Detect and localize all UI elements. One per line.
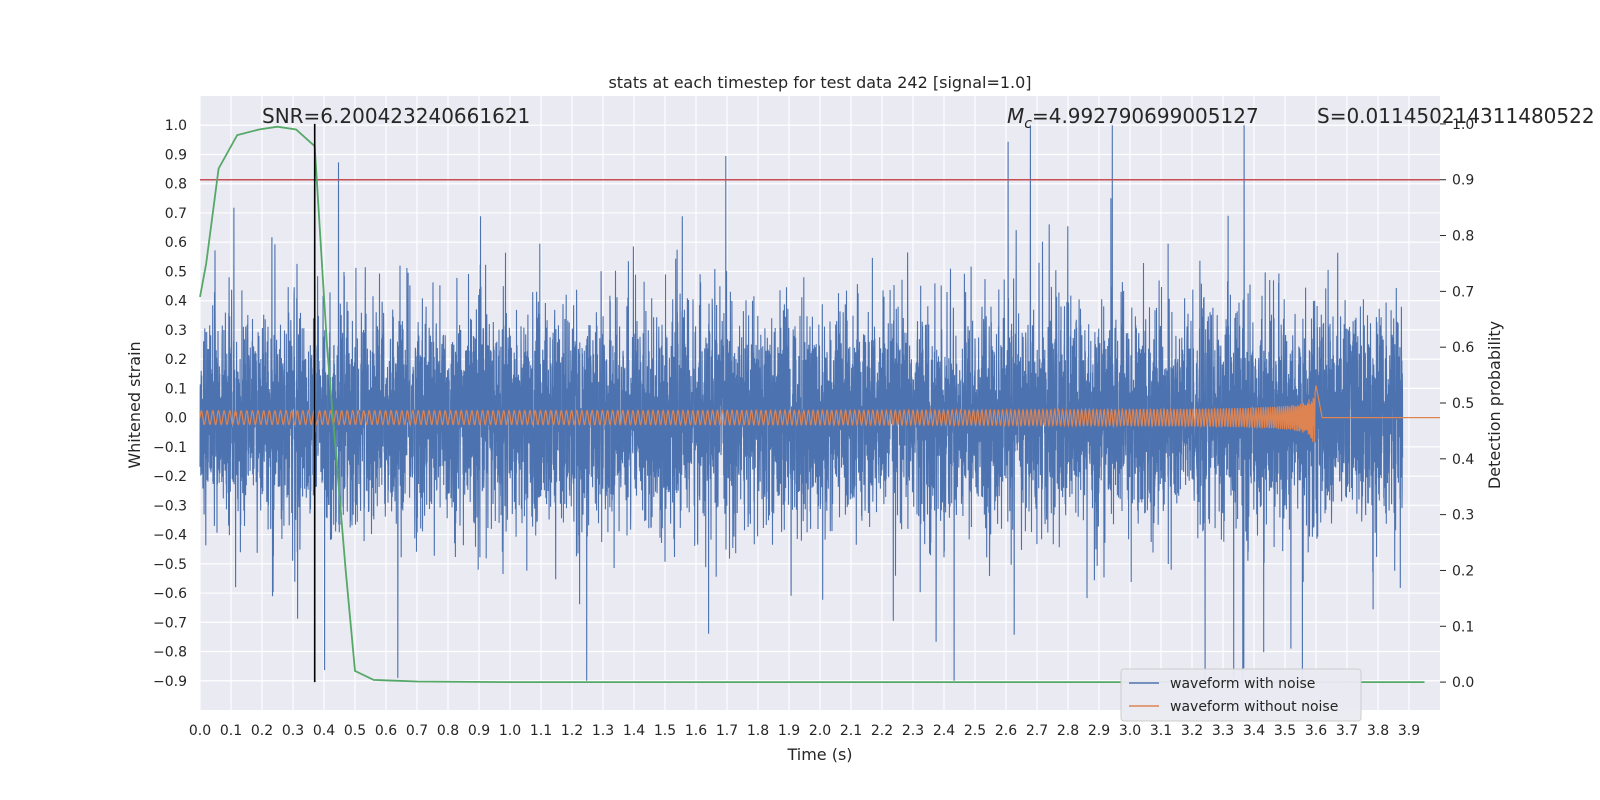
x-axis-label: Time (s) (786, 745, 852, 764)
x-tick-label: 3.8 (1367, 723, 1389, 739)
x-tick-label: 1.9 (778, 723, 800, 739)
y-tick-label: −0.5 (153, 557, 187, 573)
chirp-mass-symbol: M (1007, 104, 1024, 128)
y-tick-label: 0.3 (165, 323, 187, 339)
chart-title: stats at each timestep for test data 242… (608, 73, 1031, 92)
y2-tick-label: 0.4 (1452, 452, 1474, 468)
x-tick-label: 3.5 (1274, 723, 1296, 739)
y-tick-label: −0.4 (153, 528, 187, 544)
y2-tick-label: 0.3 (1452, 508, 1474, 524)
x-tick-label: 0.7 (406, 723, 428, 739)
x-tick-label: 2.0 (809, 723, 831, 739)
x-tick-label: 0.6 (375, 723, 397, 739)
x-tick-label: 2.6 (995, 723, 1017, 739)
x-tick-label: 0.3 (282, 723, 304, 739)
y-axis-label: Whitened strain (125, 341, 144, 468)
x-tick-label: 3.7 (1336, 723, 1358, 739)
y-tick-label: −0.7 (153, 615, 187, 631)
y-tick-label: −0.3 (153, 498, 187, 514)
x-tick-label: 3.1 (1150, 723, 1172, 739)
x-tick-label: 0.1 (220, 723, 242, 739)
legend-label-noise: waveform with noise (1170, 676, 1315, 692)
x-tick-label: 2.5 (964, 723, 986, 739)
x-tick-label: 3.2 (1181, 723, 1203, 739)
x-tick-label: 1.4 (623, 723, 645, 739)
x-tick-label: 3.3 (1212, 723, 1234, 739)
x-tick-label: 1.0 (499, 723, 521, 739)
series-waveform-without-noise (199, 385, 1440, 443)
s-annotation: S=0.011450214311480522 (1317, 104, 1595, 128)
y-tick-label: −0.6 (153, 586, 187, 602)
x-tick-label: 2.3 (902, 723, 924, 739)
x-tick-label: 0.5 (344, 723, 366, 739)
y-tick-label: 0.5 (165, 264, 187, 280)
x-tick-label: 3.9 (1398, 723, 1420, 739)
x-tick-label: 2.7 (1026, 723, 1048, 739)
y2-axis-label: Detection probability (1485, 321, 1504, 489)
chirp-mass-subscript: c (1024, 116, 1032, 132)
y-tick-label: 1.0 (165, 118, 187, 134)
y2-tick-label: 0.7 (1452, 284, 1474, 300)
x-tick-label: 2.8 (1057, 723, 1079, 739)
x-tick-label: 1.2 (561, 723, 583, 739)
x-tick-label: 1.5 (654, 723, 676, 739)
x-tick-label: 1.7 (716, 723, 738, 739)
series-waveform-with-noise (199, 125, 1404, 681)
y2-tick-label: 0.9 (1452, 173, 1474, 189)
y-tick-label: 0.4 (165, 294, 187, 310)
chirp-mass-annotation: Mc=4.992790699005127 (1007, 104, 1259, 132)
y-tick-label: 0.2 (165, 352, 187, 368)
x-tick-label: 0.0 (189, 723, 211, 739)
x-tick-label: 0.8 (437, 723, 459, 739)
x-tick-label: 2.2 (871, 723, 893, 739)
y-tick-label: 0.9 (165, 147, 187, 163)
y-tick-label: 0.7 (165, 206, 187, 222)
legend-box (1120, 668, 1362, 722)
y-tick-label: 0.1 (165, 381, 187, 397)
x-tick-label: 1.3 (592, 723, 614, 739)
x-tick-label: 1.8 (747, 723, 769, 739)
y2-tick-label: 0.1 (1452, 619, 1474, 635)
x-tick-label: 2.9 (1088, 723, 1110, 739)
y-tick-label: 0.6 (165, 235, 187, 251)
x-tick-label: 3.0 (1119, 723, 1141, 739)
series-detection-probability (199, 125, 1425, 683)
chirp-mass-value: =4.992790699005127 (1032, 104, 1259, 128)
y-tick-label: −0.2 (153, 469, 187, 485)
x-tick-label: 3.6 (1305, 723, 1327, 739)
y2-tick-label: 1.0 (1452, 117, 1474, 133)
x-tick-label: 3.4 (1243, 723, 1265, 739)
y2-tick-label: 0.6 (1452, 340, 1474, 356)
x-tick-label: 0.4 (313, 723, 335, 739)
y-tick-label: −0.9 (153, 674, 187, 690)
y2-tick-label: 0.0 (1452, 675, 1474, 691)
x-tick-label: 0.2 (251, 723, 273, 739)
x-tick-label: 0.9 (468, 723, 490, 739)
y-tick-label: −0.8 (153, 645, 187, 661)
y-tick-label: 0.0 (165, 411, 187, 427)
plot-layers (199, 123, 1440, 683)
y-tick-label: 0.8 (165, 177, 187, 193)
x-tick-label: 1.1 (530, 723, 552, 739)
y2-tick-label: 0.8 (1452, 229, 1474, 245)
snr-annotation: SNR=6.200423240661621 (262, 104, 530, 128)
y2-tick-label: 0.5 (1452, 396, 1474, 412)
x-tick-label: 2.1 (840, 723, 862, 739)
x-tick-label: 2.4 (933, 723, 955, 739)
y-tick-label: −0.1 (153, 440, 187, 456)
legend-label-clean: waveform without noise (1170, 699, 1338, 715)
tick-labels: 0.0 0.1 0.2 0.3 0.4 0.5 0.6 0.7 0.8 0.9 1.0 1.1 1.2 1… (153, 117, 1474, 739)
legend: waveform with noise waveform without noi… (1120, 668, 1362, 722)
y2-tick-label: 0.2 (1452, 563, 1474, 579)
x-tick-label: 1.6 (685, 723, 707, 739)
